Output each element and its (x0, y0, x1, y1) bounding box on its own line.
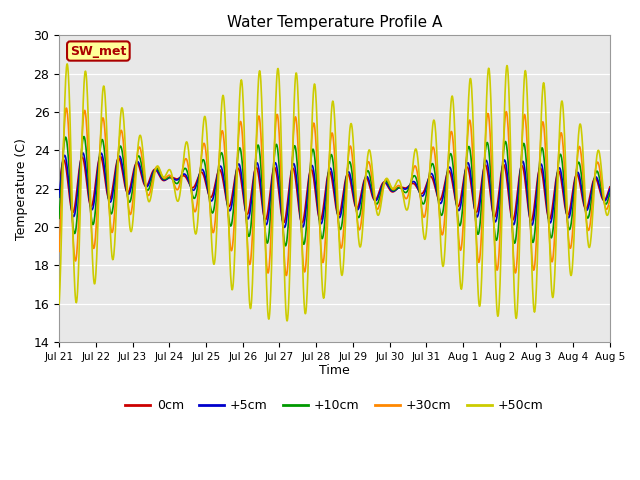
Y-axis label: Temperature (C): Temperature (C) (15, 138, 28, 240)
Text: SW_met: SW_met (70, 45, 127, 58)
Title: Water Temperature Profile A: Water Temperature Profile A (227, 15, 442, 30)
X-axis label: Time: Time (319, 364, 350, 377)
Legend: 0cm, +5cm, +10cm, +30cm, +50cm: 0cm, +5cm, +10cm, +30cm, +50cm (120, 394, 548, 417)
